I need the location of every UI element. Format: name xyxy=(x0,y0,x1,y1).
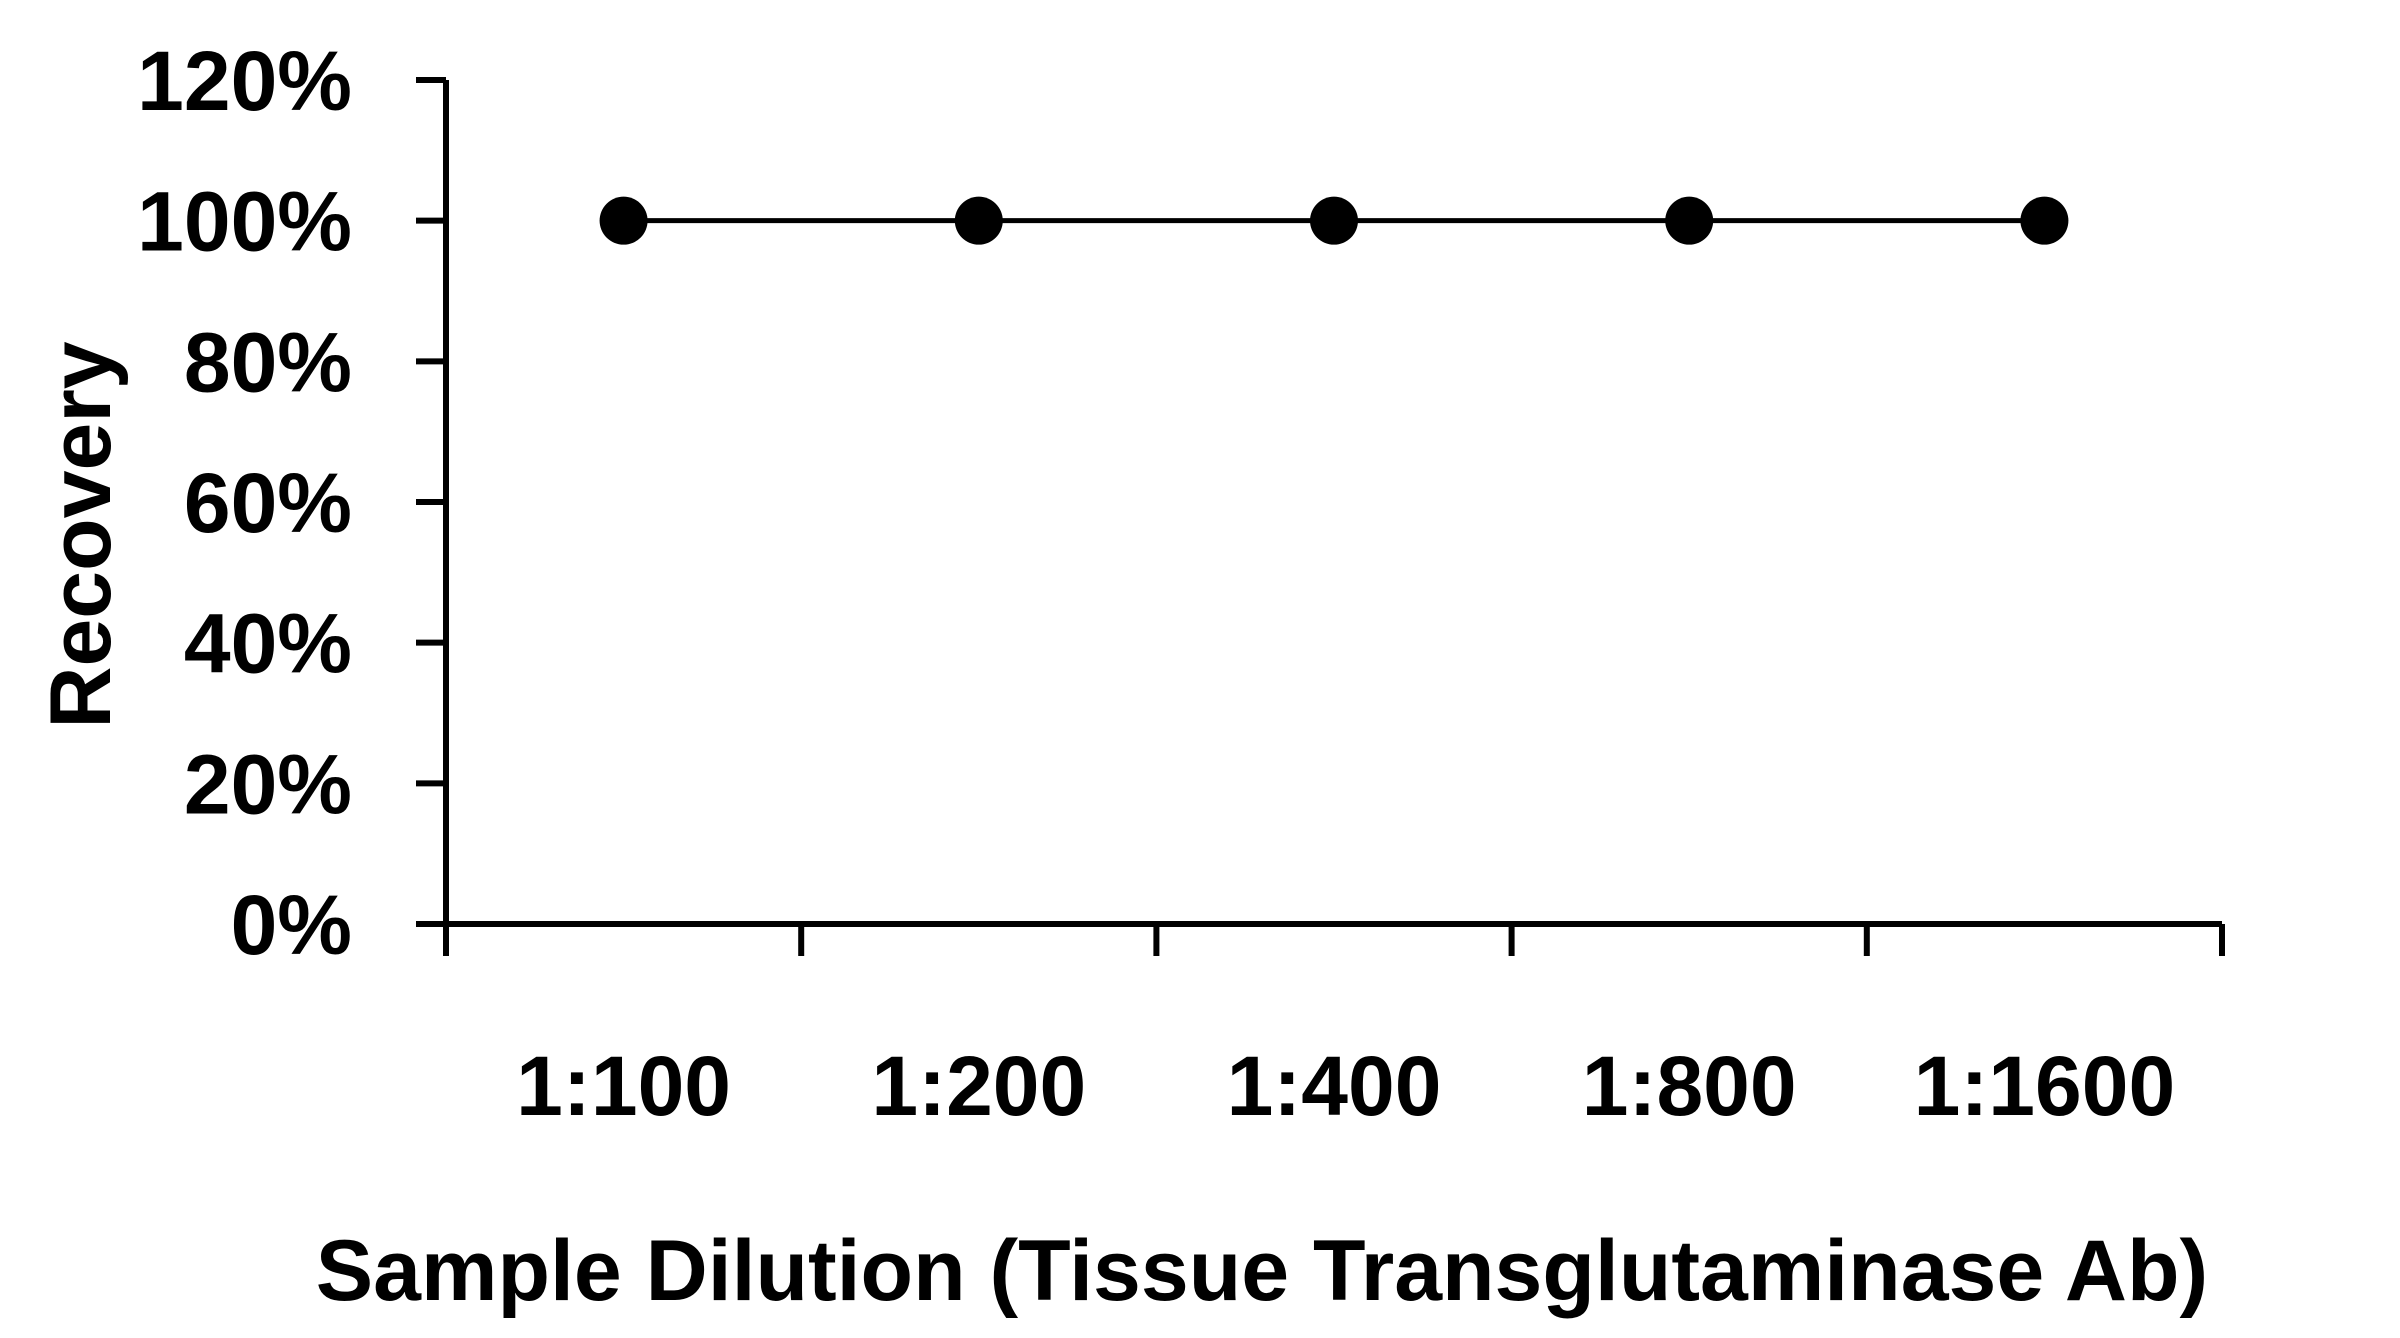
x-tick-label: 1:200 xyxy=(871,1039,1086,1133)
y-tick-label: 0% xyxy=(231,878,352,972)
y-tick-label: 120% xyxy=(137,34,352,128)
x-tick-label: 1:1600 xyxy=(1914,1039,2176,1133)
y-tick-label: 40% xyxy=(184,597,352,691)
x-axis: 1:100 1:200 1:400 1:800 1:1600 xyxy=(443,921,2225,1133)
y-axis-title: Recovery xyxy=(33,341,129,728)
y-tick-label: 20% xyxy=(184,737,352,831)
y-tick-label: 80% xyxy=(184,315,352,409)
y-axis: 0% 20% 40% 60% 80% 100% 120% xyxy=(137,34,449,972)
x-tick-label: 1:800 xyxy=(1582,1039,1797,1133)
series-layer xyxy=(599,196,2069,245)
x-tick-label: 1:100 xyxy=(516,1039,731,1133)
data-point xyxy=(1665,196,1714,245)
data-point xyxy=(954,196,1003,245)
data-point xyxy=(599,196,648,245)
data-point xyxy=(2020,196,2069,245)
y-tick-label: 100% xyxy=(137,175,352,269)
y-tick-label: 60% xyxy=(184,456,352,550)
data-point xyxy=(1310,196,1358,245)
x-axis-title: Sample Dilution (Tissue Transglutaminase… xyxy=(316,1223,2208,1319)
x-tick-label: 1:400 xyxy=(1227,1039,1442,1133)
